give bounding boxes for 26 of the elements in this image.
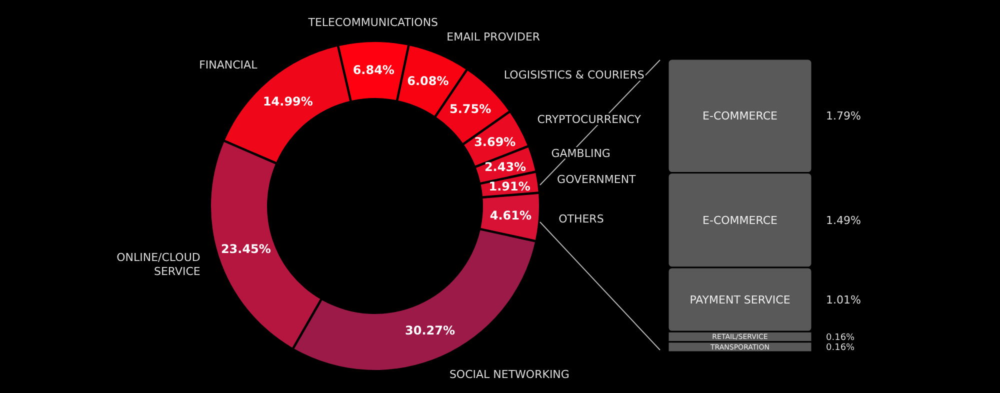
data-label: 6.84% <box>352 63 394 78</box>
data-label: 1.91% <box>488 180 530 194</box>
data-label: 1.79% <box>826 110 861 123</box>
slice-label: GOVERNMENT <box>557 173 636 186</box>
slice-label: TELECOMMUNICATIONS <box>307 16 438 29</box>
data-label: 0.16% <box>826 343 856 354</box>
category-label: PAYMENT SERVICE <box>690 293 790 306</box>
slice-label: LOGISISTICS & COURIERS <box>504 68 644 82</box>
slice-label: SOCIAL NETWORKING <box>449 368 570 382</box>
data-label: 0.16% <box>826 332 856 343</box>
data-label: 23.45% <box>220 242 271 256</box>
data-label: 5.75% <box>449 102 492 116</box>
data-label: 14.99% <box>262 94 313 109</box>
data-label: 2.43% <box>484 160 526 174</box>
data-label: 4.61% <box>490 208 532 222</box>
category-label: E-COMMERCE <box>702 214 778 227</box>
data-label: 3.69% <box>474 135 516 150</box>
slice-label: ONLINE/CLOUD SERVICE <box>116 250 200 278</box>
data-label: 30.27% <box>405 324 456 338</box>
slice-label: OTHERS <box>558 212 604 226</box>
category-label: E-COMMERCE <box>702 110 778 123</box>
data-label: 1.01% <box>826 293 861 306</box>
slice-label: FINANCIAL <box>199 58 258 72</box>
data-label: 6.08% <box>407 74 449 88</box>
data-label: 1.49% <box>826 214 861 227</box>
slice-label: EMAIL PROVIDER <box>446 30 540 44</box>
